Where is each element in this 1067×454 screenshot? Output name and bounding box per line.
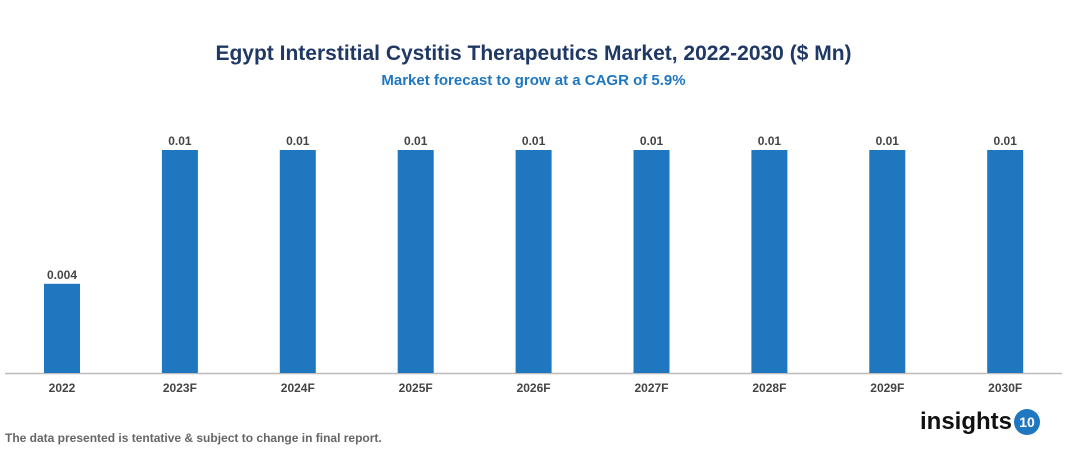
x-tick-label: 2027F (634, 381, 668, 395)
bar-2025F (397, 150, 434, 373)
x-tick-label: 2028F (752, 381, 786, 395)
data-label: 0.01 (994, 134, 1018, 148)
logo-badge: 10 (1014, 409, 1041, 435)
x-tick-label: 2025F (399, 381, 433, 395)
chart-title: Egypt Interstitial Cystitis Therapeutics… (215, 42, 852, 65)
bar-2029F (869, 150, 906, 373)
logo-text: insights (920, 408, 1013, 435)
bar-2026F (515, 150, 552, 373)
data-label: 0.01 (286, 134, 310, 148)
chart-subtitle: Market forecast to grow at a CAGR of 5.9… (381, 72, 686, 89)
data-label: 0.01 (168, 134, 192, 148)
bar-2024F (279, 150, 316, 373)
x-tick-label: 2022 (49, 381, 76, 395)
x-tick-label: 2023F (163, 381, 197, 395)
bar-2030F (987, 150, 1024, 373)
data-label: 0.004 (47, 268, 77, 282)
data-label: 0.01 (758, 134, 782, 148)
x-tick-label: 2029F (870, 381, 904, 395)
bar-2028F (751, 150, 788, 373)
data-label: 0.01 (404, 134, 428, 148)
bar-2022 (44, 283, 80, 373)
insights10-logo: insights 10 (920, 408, 1041, 436)
data-label: 0.01 (640, 134, 664, 148)
disclaimer-note: The data presented is tentative & subjec… (5, 431, 382, 445)
x-tick-label: 2030F (988, 381, 1022, 395)
data-label: 0.01 (522, 134, 546, 148)
bar-2027F (633, 150, 670, 373)
x-tick-label: 2024F (281, 381, 315, 395)
x-tick-label: 2026F (517, 381, 551, 395)
bar-2023F (161, 150, 198, 373)
data-label: 0.01 (876, 134, 900, 148)
